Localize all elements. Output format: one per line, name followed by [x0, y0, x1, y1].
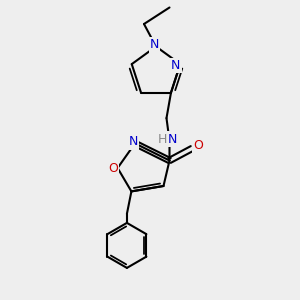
Text: O: O [194, 139, 203, 152]
Text: H: H [158, 133, 168, 146]
Text: N: N [171, 59, 180, 72]
Text: N: N [129, 135, 138, 148]
Text: N: N [168, 133, 177, 146]
Text: O: O [108, 161, 118, 175]
Text: N: N [150, 38, 159, 52]
